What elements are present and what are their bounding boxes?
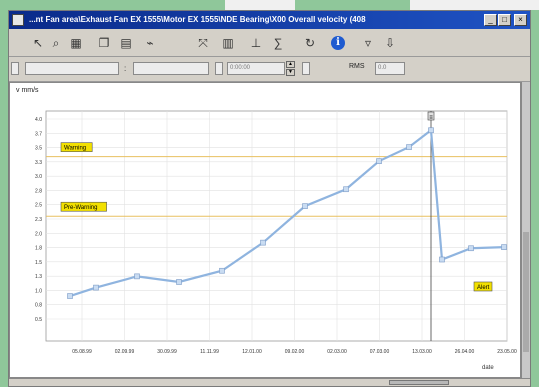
y-tick-label: 4.0 xyxy=(35,117,42,123)
data-point xyxy=(428,127,434,134)
data-point xyxy=(67,293,73,299)
maximize-button[interactable]: □ xyxy=(498,14,511,26)
cursor-label: ≡ xyxy=(429,115,433,121)
select-icon[interactable]: ↖ xyxy=(32,36,44,50)
y-tick-label: 2.5 xyxy=(35,203,42,209)
close-button[interactable]: × xyxy=(514,14,527,26)
minimize-button[interactable]: _ xyxy=(484,14,497,26)
title-bar[interactable]: ...nt Fan area\Exhaust Fan EX 1555\Motor… xyxy=(9,11,530,29)
alarm-tag-label: Alert xyxy=(477,285,490,291)
rms-field[interactable]: 0.0 xyxy=(375,62,405,75)
data-point xyxy=(134,273,140,280)
series-line xyxy=(69,128,505,298)
plot-icon[interactable]: ⌁ xyxy=(146,36,154,50)
date-from-field[interactable] xyxy=(25,62,119,75)
cursor-handle xyxy=(427,111,435,121)
plot-area xyxy=(45,110,508,342)
alarm-tag xyxy=(473,281,493,292)
background-strip xyxy=(225,0,295,10)
info-icon[interactable]: i xyxy=(331,36,345,50)
separator: : xyxy=(124,64,127,73)
data-point xyxy=(260,239,266,246)
threshold-tag xyxy=(60,142,93,152)
export-icon[interactable]: ⇩ xyxy=(384,36,396,50)
y-tick-label: 3.3 xyxy=(35,160,42,166)
background-strip xyxy=(410,0,539,10)
rms-label: RMS xyxy=(349,63,365,70)
y-tick-label: 1.8 xyxy=(35,246,42,252)
y-tick-label: 2.3 xyxy=(35,217,42,223)
filter-checkbox[interactable] xyxy=(11,62,19,75)
data-point xyxy=(501,244,507,250)
cursor-icon[interactable]: ⤧ xyxy=(198,36,208,50)
y-tick-label: 0.5 xyxy=(35,317,42,323)
rms-checkbox[interactable] xyxy=(302,62,310,75)
x-tick-label: 11.11.99 xyxy=(200,349,219,355)
data-point xyxy=(302,203,308,209)
y-tick-label: 0.8 xyxy=(35,303,42,309)
zoom-icon[interactable]: ⌕ xyxy=(52,36,60,50)
x-tick-label: 26.04.00 xyxy=(455,349,475,355)
copy-icon[interactable]: ❐ xyxy=(98,36,110,50)
x-tick-label: 07.03.00 xyxy=(370,349,390,355)
y-tick-label: 1.5 xyxy=(35,260,42,266)
refresh-icon[interactable]: ↻ xyxy=(304,36,316,50)
vertical-scrollbar[interactable] xyxy=(521,82,530,378)
filter-icon[interactable]: ▿ xyxy=(364,36,372,50)
y-tick-label: 1.0 xyxy=(35,288,42,294)
y-tick-label: 2.0 xyxy=(35,231,42,237)
x-tick-label: 12.01.00 xyxy=(242,349,262,355)
threshold-label: Warning xyxy=(64,146,86,152)
time-field[interactable]: 0:00:00 xyxy=(227,62,285,75)
scroll-thumb[interactable] xyxy=(389,380,449,385)
date-to-field[interactable] xyxy=(133,62,209,75)
trend-plot[interactable]: v mm/s 4.0 3.7 3.5 3.3 3.0 2.8 2.5 2.3 2.0 1.8 1.5… xyxy=(9,82,521,378)
x-axis-label: date xyxy=(482,365,494,371)
band-icon[interactable]: ▥ xyxy=(222,36,234,50)
time-checkbox[interactable] xyxy=(215,62,223,75)
x-tick-label: 02.09.99 xyxy=(115,349,135,355)
y-tick-label: 3.7 xyxy=(35,131,42,137)
y-tick-label: 2.8 xyxy=(35,188,42,194)
data-point xyxy=(406,144,412,150)
y-axis-label: v mm/s xyxy=(16,87,39,94)
time-spinner[interactable]: ▲ ▼ xyxy=(286,61,295,77)
x-tick-label: 30.09.99 xyxy=(157,349,177,355)
data-point xyxy=(93,284,99,291)
x-tick-label: 05.08.99 xyxy=(72,349,92,355)
filter-bar: : 0:00:00 ▲ ▼ RMS 0.0 xyxy=(9,57,530,82)
horizontal-scrollbar[interactable] xyxy=(9,378,530,386)
level-icon[interactable]: ⊥ xyxy=(250,36,262,50)
y-tick-label: 1.3 xyxy=(35,274,42,280)
x-tick-label: 02.03.00 xyxy=(327,349,347,355)
grid-icon[interactable]: ▦ xyxy=(70,36,82,50)
toolbar: ↖ ⌕ ▦ ❐ ▤ ⌁ ⤧ ▥ ⊥ ∑ ↻ i ▿ ⇩ xyxy=(9,30,530,57)
y-tick-label: 3.0 xyxy=(35,174,42,180)
data-point xyxy=(176,279,182,285)
trend-chart[interactable]: 4.0 3.7 3.5 3.3 3.0 2.8 2.5 2.3 2.0 1.8 1.5 1.3 1.0 0… xyxy=(10,83,520,377)
threshold-label: Pre-Warning xyxy=(64,205,97,211)
data-point xyxy=(439,256,445,263)
stats-icon[interactable]: ∑ xyxy=(273,36,283,50)
x-tick-label: 13.03.00 xyxy=(412,349,432,355)
data-point xyxy=(343,186,349,193)
x-tick-label: 23.05.00 xyxy=(497,349,517,355)
data-point xyxy=(376,158,382,164)
y-tick-label: 3.5 xyxy=(35,146,42,152)
x-tick-label: 09.02.00 xyxy=(285,349,305,355)
data-point xyxy=(468,245,474,252)
table-icon[interactable]: ▤ xyxy=(120,36,132,50)
app-icon xyxy=(12,14,24,26)
threshold-tag xyxy=(60,201,107,212)
trend-window: ...nt Fan area\Exhaust Fan EX 1555\Motor… xyxy=(8,10,531,387)
scroll-thumb[interactable] xyxy=(523,232,529,352)
window-title: ...nt Fan area\Exhaust Fan EX 1555\Motor… xyxy=(29,15,366,24)
data-point xyxy=(219,267,225,274)
